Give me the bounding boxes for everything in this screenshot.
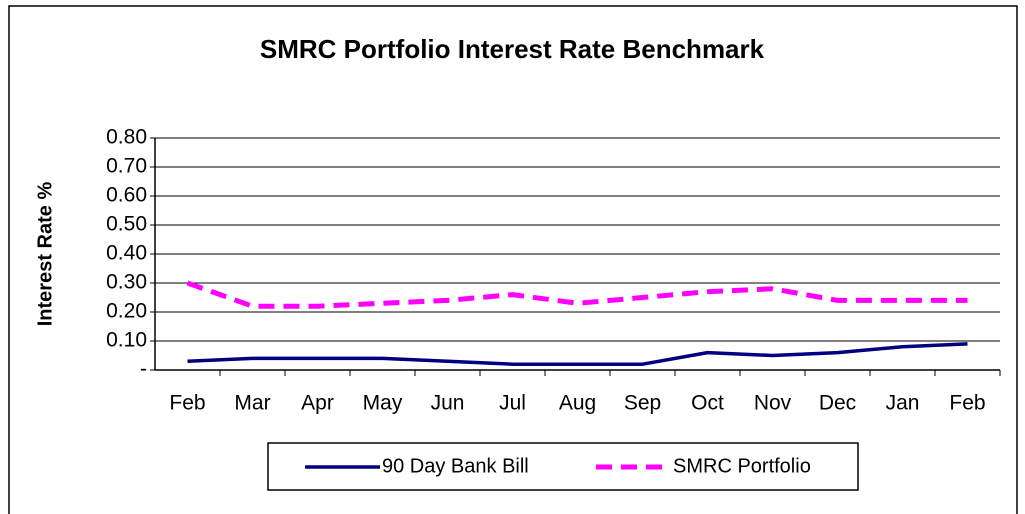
- x-tick-label: Oct: [691, 392, 724, 415]
- x-tick-label: May: [363, 392, 403, 415]
- y-tick-label: 0.60: [106, 184, 147, 207]
- chart-title: SMRC Portfolio Interest Rate Benchmark: [260, 34, 765, 64]
- legend-label: 90 Day Bank Bill: [382, 455, 529, 477]
- y-tick-label: 0.70: [106, 155, 147, 178]
- x-tick-label: Dec: [819, 392, 856, 415]
- x-tick-label: Aug: [559, 392, 596, 415]
- y-axis-label: Interest Rate %: [34, 182, 56, 327]
- x-tick-label: Jun: [431, 392, 465, 415]
- x-tick-label: Jul: [499, 392, 526, 415]
- x-tick-label: Jan: [886, 392, 920, 415]
- y-tick-label: 0.50: [106, 213, 147, 236]
- y-tick-label: 0.10: [106, 329, 147, 352]
- y-tick-label: 0.80: [106, 126, 147, 149]
- x-tick-label: Nov: [754, 392, 792, 415]
- x-tick-label: Apr: [301, 392, 334, 415]
- y-tick-label: 0.20: [106, 300, 147, 323]
- y-tick-label: 0.40: [106, 242, 147, 265]
- x-tick-label: Feb: [169, 392, 205, 415]
- x-tick-label: Mar: [234, 392, 270, 415]
- y-tick-label: -: [140, 358, 147, 381]
- series-line: [186, 280, 968, 309]
- x-tick-label: Sep: [624, 392, 661, 415]
- chart-border: [8, 5, 1018, 514]
- series-line: [187, 342, 968, 366]
- y-tick-label: 0.30: [106, 271, 147, 294]
- x-tick-label: Feb: [949, 392, 985, 415]
- legend-label: SMRC Portfolio: [673, 455, 811, 477]
